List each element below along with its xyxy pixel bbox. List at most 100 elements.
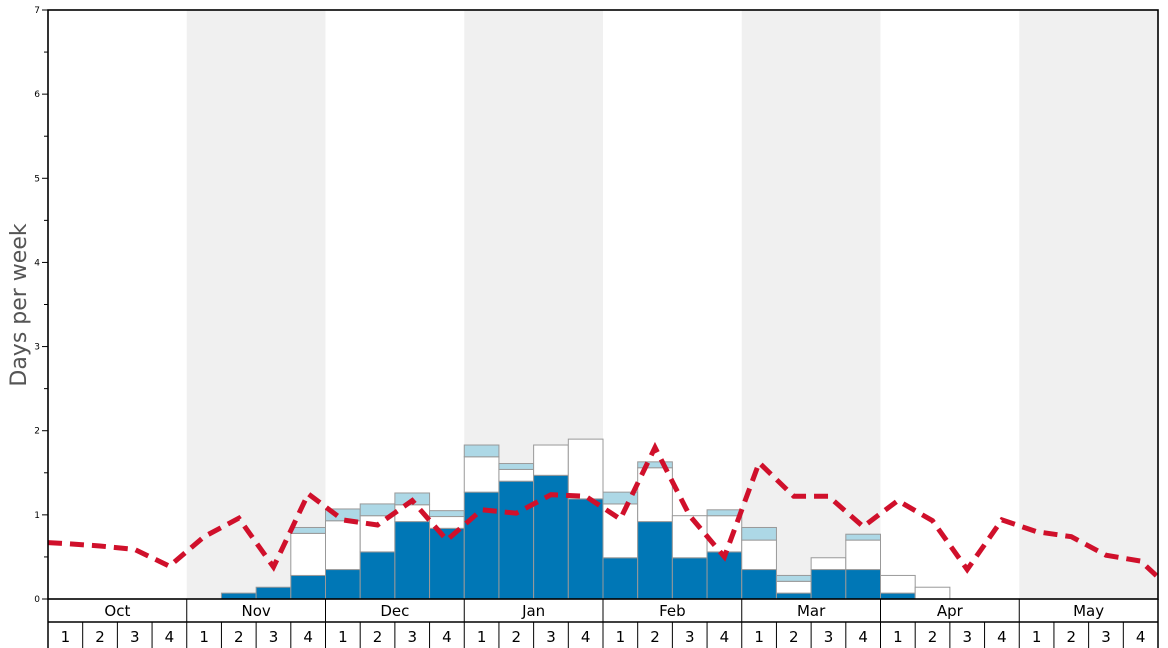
y-tick-label: 5 — [34, 174, 40, 184]
y-tick-label: 4 — [34, 258, 40, 268]
bar-segment — [290, 532, 326, 576]
bar-segment — [741, 539, 777, 571]
y-tick-label: 3 — [34, 343, 40, 353]
bar-segment — [429, 510, 465, 518]
month-label-may: May — [1073, 602, 1104, 620]
week-label: 3 — [130, 628, 140, 646]
bar-segment — [741, 526, 777, 541]
bar-segment — [290, 574, 326, 600]
week-label: 3 — [1101, 628, 1111, 646]
week-label: 3 — [962, 628, 972, 646]
week-label: 3 — [685, 628, 695, 646]
bar-segment — [741, 569, 777, 600]
bar-segment — [359, 551, 396, 600]
plot-frame — [47, 9, 1159, 600]
month-label-mar: Mar — [797, 602, 826, 620]
bar-segment — [880, 574, 916, 594]
bar-segment — [671, 515, 708, 559]
week-label: 2 — [1067, 628, 1077, 646]
month-band-nov — [186, 10, 326, 599]
week-label: 3 — [824, 628, 834, 646]
week-label: 1 — [338, 628, 348, 646]
bar-segment — [498, 480, 535, 600]
bar-segment — [463, 491, 500, 600]
month-band-mar — [741, 10, 881, 599]
week-label: 2 — [234, 628, 244, 646]
bar-segment — [845, 569, 881, 600]
month-band-may — [1019, 10, 1158, 599]
week-label: 2 — [789, 628, 799, 646]
week-label: 4 — [720, 628, 730, 646]
bar-segment — [810, 557, 847, 571]
week-label: 2 — [373, 628, 383, 646]
bar-segment — [914, 586, 951, 600]
y-tick-label: 6 — [34, 90, 40, 100]
y-tick-label: 7 — [34, 6, 40, 16]
x-axis-weeks: 1 2 3 4 1 2 3 4 1 2 3 4 1 2 3 4 1 2 3 4 1 2 3 4 1 2 3 4 1 2 3 4 — [61, 622, 1146, 648]
month-label-jan: Jan — [521, 602, 545, 620]
week-label: 1 — [61, 628, 71, 646]
week-label: 2 — [95, 628, 105, 646]
bar-segment — [637, 467, 673, 523]
bar-segment — [429, 527, 465, 600]
y-tick-label: 0 — [34, 595, 40, 605]
bar-segment — [880, 592, 916, 600]
bar-segment — [359, 515, 396, 553]
week-label: 2 — [650, 628, 660, 646]
week-label: 1 — [754, 628, 764, 646]
bar-segment — [325, 520, 361, 571]
bar-segment — [498, 463, 535, 470]
week-label: 1 — [199, 628, 209, 646]
week-label: 1 — [616, 628, 626, 646]
month-label-dec: Dec — [380, 602, 409, 620]
bar-segment — [671, 557, 708, 600]
bar-segment — [533, 444, 569, 476]
month-shading — [186, 10, 1158, 599]
bar-segment — [775, 580, 812, 594]
month-label-feb: Feb — [659, 602, 686, 620]
month-label-nov: Nov — [241, 602, 270, 620]
week-label: 4 — [303, 628, 313, 646]
bars — [220, 438, 951, 600]
week-label: 3 — [546, 628, 556, 646]
week-label: 4 — [858, 628, 868, 646]
week-label: 4 — [581, 628, 591, 646]
y-tick-label: 2 — [34, 427, 40, 437]
week-label: 1 — [1032, 628, 1042, 646]
y-axis: 0 1 2 3 4 5 6 7 — [34, 6, 48, 605]
week-label: 4 — [442, 628, 452, 646]
bar-segment — [706, 509, 743, 517]
bar-segment — [290, 526, 326, 534]
bar-segment — [567, 438, 604, 500]
bar-segment — [394, 521, 431, 600]
week-label: 4 — [1136, 628, 1146, 646]
bar-segment — [602, 557, 639, 600]
bar-segment — [775, 592, 812, 600]
week-label: 4 — [997, 628, 1007, 646]
week-label: 2 — [512, 628, 522, 646]
month-label-apr: Apr — [937, 602, 964, 620]
y-axis-label: Days per week — [7, 223, 32, 386]
week-label: 3 — [407, 628, 417, 646]
bar-segment — [567, 498, 604, 600]
month-label-oct: Oct — [104, 602, 130, 620]
bar-segment — [775, 574, 812, 582]
bar-segment — [637, 521, 673, 600]
week-label: 1 — [477, 628, 487, 646]
bar-segment — [220, 592, 257, 600]
bar-segment — [255, 586, 292, 600]
bar-segment — [810, 569, 847, 600]
bar-segment — [463, 444, 500, 458]
week-label: 3 — [269, 628, 279, 646]
week-label: 1 — [893, 628, 903, 646]
y-tick-label: 1 — [34, 511, 40, 521]
bar-segment — [845, 533, 881, 541]
bar-segment — [325, 569, 361, 600]
week-label: 4 — [165, 628, 175, 646]
bar-segment — [498, 468, 535, 482]
bar-segment — [463, 456, 500, 493]
bar-segment — [845, 539, 881, 571]
bar-segment — [637, 461, 673, 469]
week-label: 2 — [928, 628, 938, 646]
